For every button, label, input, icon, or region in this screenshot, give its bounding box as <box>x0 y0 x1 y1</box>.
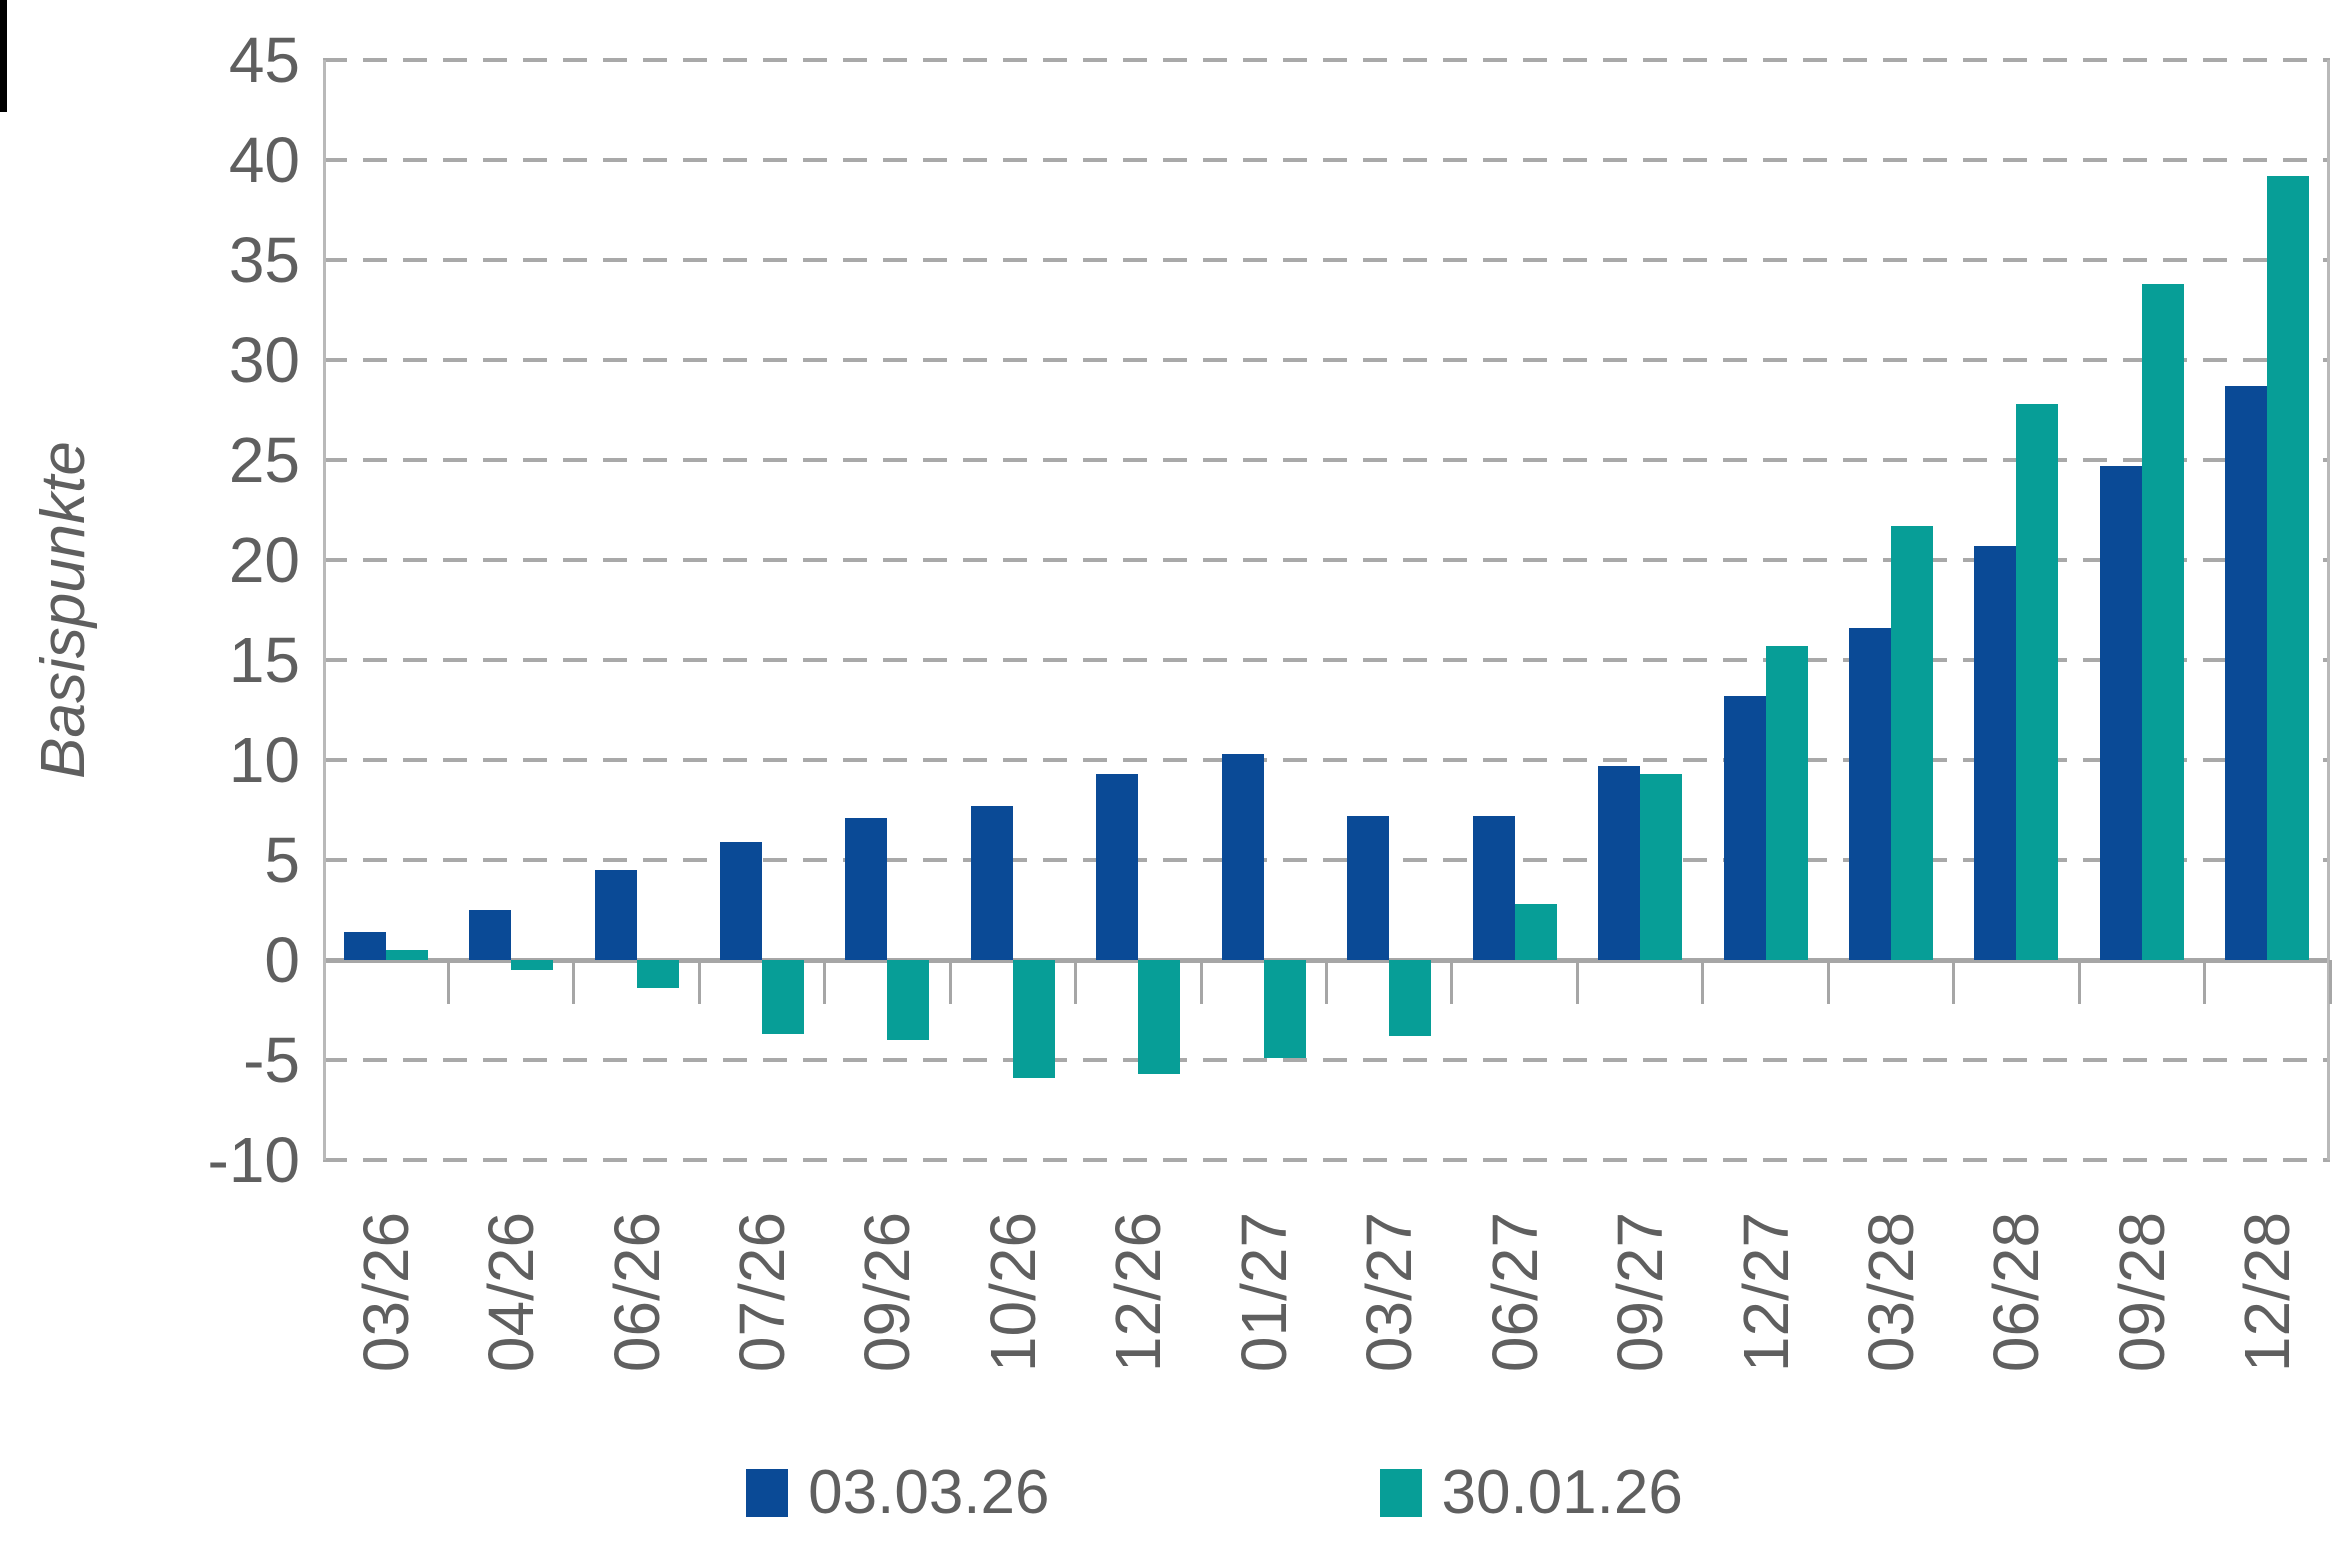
bar-30.01.26-09/28 <box>2141 284 2184 960</box>
x-tick-label: 09/27 <box>1604 1211 1677 1373</box>
category-tick <box>1074 960 1078 1004</box>
y-tick-label: 5 <box>264 824 300 896</box>
y-tick-label: 25 <box>228 424 300 496</box>
category-tick <box>1325 960 1328 1004</box>
x-tick-label: 12/26 <box>1102 1211 1175 1373</box>
gridline <box>323 458 2330 462</box>
legend-label: 30.01.26 <box>1441 1458 1683 1527</box>
bar-30.01.26-12/26 <box>1138 960 1181 1074</box>
category-tick <box>1450 960 1454 1004</box>
category-tick <box>948 960 952 1004</box>
category-tick <box>1575 960 1579 1004</box>
x-tick-label: 03/26 <box>349 1211 422 1373</box>
x-tick-label: 12/28 <box>2231 1211 2304 1373</box>
category-tick <box>1826 960 1830 1004</box>
chart-legend: 03.03.26 30.01.26 <box>45 1462 2339 1524</box>
gridline <box>323 658 2330 662</box>
bar-03.03.26-10/26 <box>970 806 1013 960</box>
x-tick-label: 01/27 <box>1227 1211 1300 1373</box>
x-tick-label: 03/28 <box>1854 1211 1927 1373</box>
plot-left-border <box>323 60 326 1160</box>
bar-03.03.26-12/28 <box>2225 386 2268 960</box>
plot-right-border <box>2327 60 2330 1160</box>
category-tick <box>2077 960 2081 1004</box>
y-tick-label: -5 <box>243 1024 300 1096</box>
bar-30.01.26-03/26 <box>385 950 428 960</box>
x-tick-label: 12/27 <box>1729 1211 1802 1373</box>
bar-30.01.26-07/26 <box>762 960 804 1034</box>
bar-30.01.26-12/28 <box>2267 176 2310 960</box>
bar-30.01.26-06/28 <box>2016 404 2059 960</box>
y-tick-label: 15 <box>228 624 300 696</box>
screen-edge-artifact <box>0 0 7 112</box>
gridline <box>323 858 2330 862</box>
category-tick <box>823 960 827 1004</box>
gridline <box>323 258 2330 262</box>
x-tick-label: 06/27 <box>1478 1211 1551 1373</box>
y-tick-label: 10 <box>228 724 300 796</box>
bar-03.03.26-09/26 <box>845 818 888 960</box>
y-tick-label: 20 <box>228 524 300 596</box>
gridline <box>323 58 2330 62</box>
bar-03.03.26-03/27 <box>1347 816 1390 960</box>
bar-03.03.26-06/26 <box>594 870 637 960</box>
bar-30.01.26-12/27 <box>1765 646 1808 960</box>
gridline <box>323 158 2330 162</box>
x-tick-label: 09/28 <box>2105 1211 2178 1373</box>
bar-03.03.26-07/26 <box>720 842 762 960</box>
bar-30.01.26-06/26 <box>636 960 679 988</box>
x-tick-label: 06/26 <box>600 1211 673 1373</box>
category-tick <box>572 960 576 1004</box>
x-tick-label: 07/26 <box>726 1211 799 1373</box>
bar-30.01.26-03/28 <box>1890 526 1933 960</box>
bar-30.01.26-09/27 <box>1640 774 1683 960</box>
category-tick <box>1952 960 1956 1004</box>
category-tick <box>1199 960 1203 1004</box>
y-tick-label: -10 <box>207 1124 301 1196</box>
x-tick-label: 04/26 <box>475 1211 548 1373</box>
y-tick-label: 35 <box>228 224 300 296</box>
bar-30.01.26-09/26 <box>887 960 930 1040</box>
y-tick-label: 40 <box>228 124 300 196</box>
category-tick <box>1701 960 1705 1004</box>
category-tick <box>2203 960 2207 1004</box>
legend-item: 03.03.26 <box>746 1458 1050 1527</box>
x-tick-label: 09/26 <box>851 1211 924 1373</box>
category-tick <box>697 960 701 1004</box>
gridline <box>323 558 2330 562</box>
bar-03.03.26-06/27 <box>1472 816 1515 960</box>
bar-30.01.26-06/27 <box>1514 904 1557 960</box>
gridline <box>323 1158 2330 1162</box>
bar-03.03.26-04/26 <box>469 910 512 960</box>
x-tick-label: 03/27 <box>1353 1211 1426 1373</box>
x-tick-label: 10/26 <box>976 1211 1049 1373</box>
bar-03.03.26-12/27 <box>1723 696 1766 960</box>
gridline <box>323 358 2330 362</box>
y-tick-label: 0 <box>264 924 300 996</box>
bar-03.03.26-09/27 <box>1598 766 1641 960</box>
bar-03.03.26-09/28 <box>2099 466 2142 960</box>
legend-label: 03.03.26 <box>808 1458 1050 1527</box>
bar-03.03.26-03/26 <box>343 932 386 960</box>
gridline <box>323 758 2330 762</box>
x-tick-label: 06/28 <box>1980 1211 2053 1373</box>
y-tick-label: 45 <box>228 24 300 96</box>
category-tick <box>446 960 450 1004</box>
y-tick-label: 30 <box>228 324 300 396</box>
bar-30.01.26-03/27 <box>1389 960 1432 1036</box>
bar-03.03.26-12/26 <box>1096 774 1139 960</box>
legend-swatch-icon <box>1379 1469 1422 1517</box>
bar-03.03.26-03/28 <box>1848 628 1891 960</box>
category-tick <box>2328 960 2332 1004</box>
bar-03.03.26-06/28 <box>1974 546 2017 960</box>
legend-swatch-icon <box>746 1469 789 1517</box>
bar-30.01.26-04/26 <box>511 960 554 970</box>
bar-03.03.26-01/27 <box>1221 754 1264 960</box>
bar-30.01.26-01/27 <box>1263 960 1306 1058</box>
legend-item: 30.01.26 <box>1379 1458 1683 1527</box>
bar-30.01.26-10/26 <box>1012 960 1055 1078</box>
gridline <box>323 1058 2330 1062</box>
